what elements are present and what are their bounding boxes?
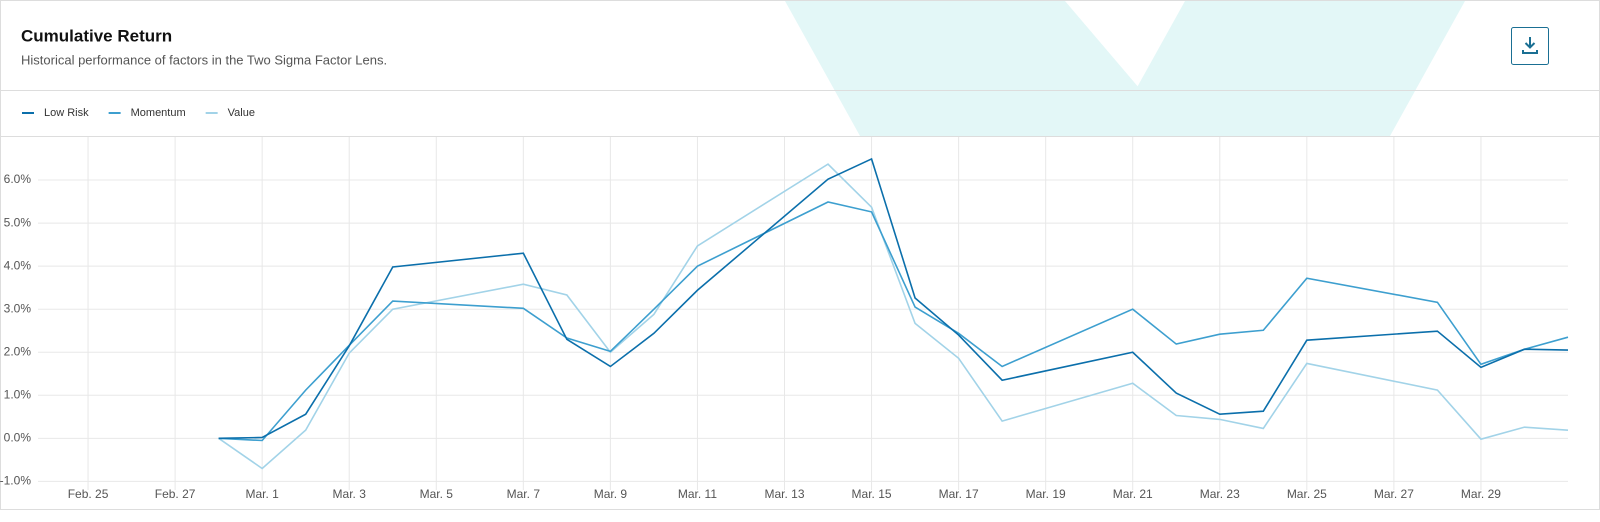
legend-label[interactable]: Momentum bbox=[131, 107, 186, 119]
x-tick-label: Mar. 3 bbox=[333, 487, 367, 501]
x-tick-label: Mar. 23 bbox=[1200, 487, 1240, 501]
x-tick-label: Feb. 25 bbox=[68, 487, 109, 501]
x-tick-label: Mar. 21 bbox=[1113, 487, 1153, 501]
legend-label[interactable]: Low Risk bbox=[44, 107, 89, 119]
x-tick-label: Mar. 5 bbox=[420, 487, 454, 501]
y-tick-label: -1.0% bbox=[0, 474, 31, 488]
subtitle: Historical performance of factors in the… bbox=[21, 52, 387, 67]
legend-item[interactable]: Value bbox=[205, 107, 255, 119]
x-tick-label: Mar. 27 bbox=[1374, 487, 1414, 501]
x-tick-label: Mar. 11 bbox=[678, 487, 717, 501]
y-tick-label: 5.0% bbox=[4, 215, 32, 229]
x-tick-label: Mar. 1 bbox=[245, 487, 279, 501]
x-tick-label: Feb. 27 bbox=[155, 487, 196, 501]
download-icon[interactable] bbox=[1522, 37, 1538, 54]
y-tick-label: 4.0% bbox=[4, 258, 32, 272]
legend-label[interactable]: Value bbox=[228, 107, 255, 119]
legend-item[interactable]: Low Risk bbox=[22, 107, 89, 119]
x-tick-label: Mar. 15 bbox=[852, 487, 892, 501]
x-tick-label: Mar. 9 bbox=[594, 487, 628, 501]
legend-item[interactable]: Momentum bbox=[108, 107, 186, 119]
x-tick-label: Mar. 25 bbox=[1287, 487, 1327, 501]
download-button[interactable] bbox=[1511, 27, 1549, 65]
decor bbox=[785, 1, 1180, 136]
series-line bbox=[218, 163, 1569, 470]
x-tick-label: Mar. 17 bbox=[939, 487, 979, 501]
x-tick-label: Mar. 19 bbox=[1026, 487, 1066, 501]
x-tick-label: Mar. 29 bbox=[1461, 487, 1501, 501]
y-tick-label: 6.0% bbox=[4, 172, 32, 186]
y-tick-label: 3.0% bbox=[4, 301, 32, 315]
series-line bbox=[218, 201, 1569, 442]
y-tick-label: 0.0% bbox=[4, 431, 32, 445]
decor bbox=[1110, 1, 1465, 136]
y-tick-label: 2.0% bbox=[4, 344, 32, 358]
title: Cumulative Return bbox=[21, 26, 172, 45]
series-line bbox=[218, 157, 1569, 440]
plot: -1.0% 0.0% 1.0% 2.0% 3.0% 4.0% 5.0% 6.0% Feb. 25… bbox=[0, 137, 1569, 501]
x-tick-label: Mar. 13 bbox=[764, 487, 804, 501]
x-tick-label: Mar. 7 bbox=[507, 487, 541, 501]
y-tick-label: 1.0% bbox=[4, 387, 32, 401]
